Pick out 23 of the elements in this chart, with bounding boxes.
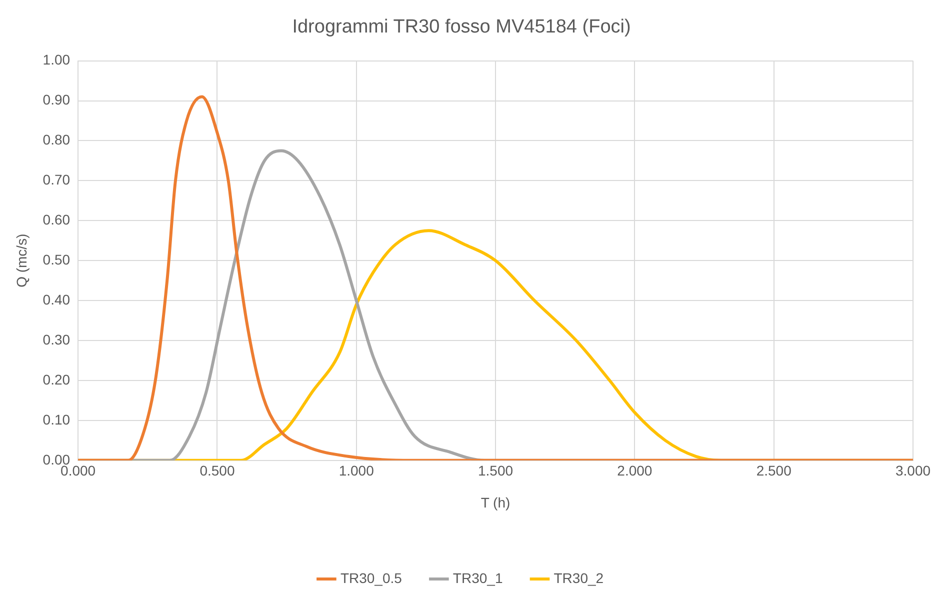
- x-axis-title: T (h): [480, 494, 510, 510]
- x-tick-label: 1.000: [338, 462, 374, 479]
- chart-title: Idrogrammi TR30 fosso MV45184 (Foci): [292, 16, 631, 38]
- y-tick-label: 0.20: [42, 371, 70, 388]
- x-tick-label: 0.500: [200, 462, 235, 479]
- x-tick-label: 2.500: [756, 462, 792, 479]
- y-tick-label: 0.90: [42, 92, 70, 108]
- x-tick-label: 3.000: [895, 462, 931, 479]
- y-tick-label: 0.60: [42, 212, 70, 228]
- legend-label: TR30_1: [452, 570, 503, 586]
- y-tick-label: 0.50: [42, 251, 70, 268]
- legend-label: TR30_0.5: [340, 570, 402, 586]
- y-tick-label: 0.70: [42, 172, 70, 188]
- legend-label: TR30_2: [554, 570, 604, 586]
- y-tick-label: 0.40: [42, 291, 70, 308]
- y-tick-label: 0.00: [42, 451, 70, 468]
- y-tick-label: 0.30: [42, 331, 70, 348]
- x-tick-label: 1.500: [478, 462, 514, 479]
- y-axis-title: Q (mc/s): [13, 234, 30, 288]
- y-tick-label: 0.10: [42, 411, 70, 428]
- x-tick-label: 2.000: [617, 462, 652, 479]
- y-tick-label: 0.80: [42, 132, 70, 148]
- y-tick-label: 1.00: [42, 52, 70, 68]
